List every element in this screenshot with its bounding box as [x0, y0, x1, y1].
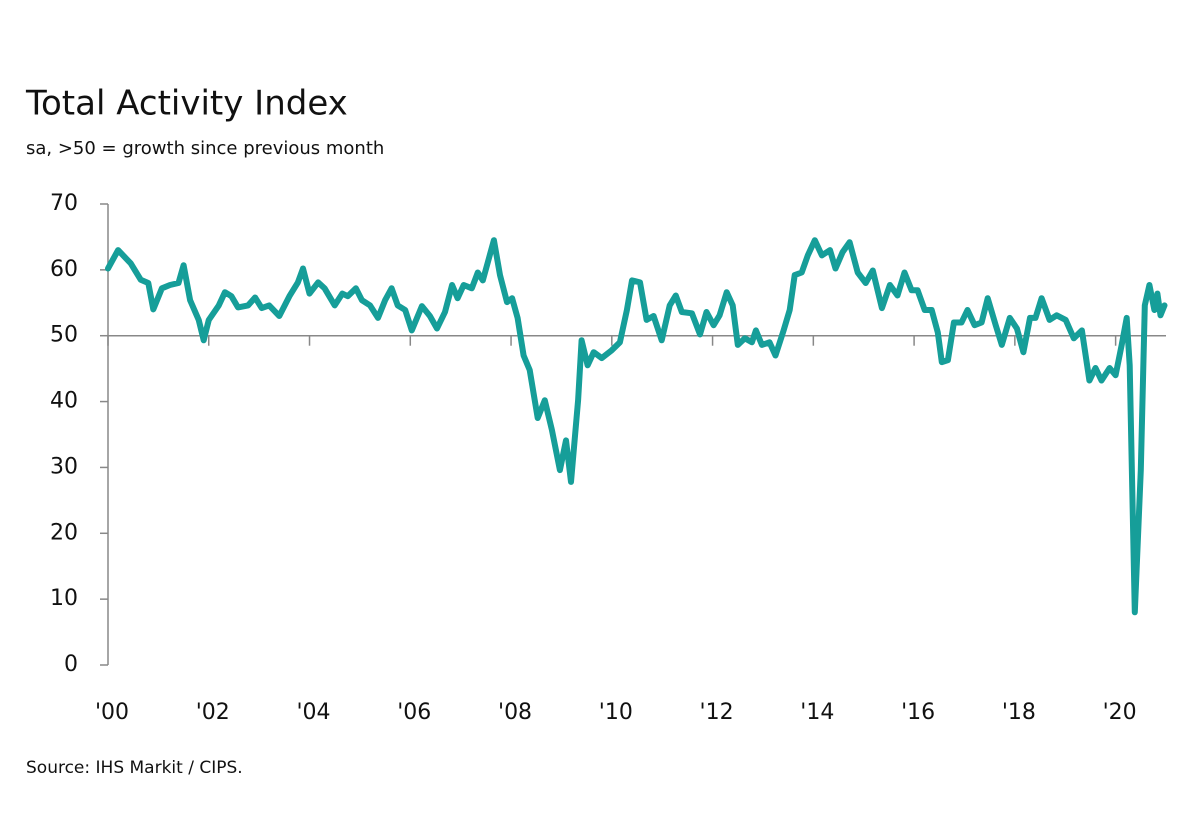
x-tick-label: '16	[901, 700, 935, 725]
source-note: Source: IHS Markit / CIPS.	[26, 758, 243, 778]
y-tick-label: 60	[50, 257, 78, 282]
x-tick-label: '12	[700, 700, 734, 725]
x-tick-label: '18	[1002, 700, 1036, 725]
chart-title: Total Activity Index	[25, 84, 348, 124]
x-tick-label: '08	[498, 700, 532, 725]
x-tick-label: '10	[599, 700, 633, 725]
y-tick-label: 40	[50, 389, 78, 414]
x-tick-label: '06	[397, 700, 431, 725]
y-tick-label: 30	[50, 454, 78, 479]
y-tick-label: 0	[64, 652, 78, 677]
x-tick-label: '00	[95, 700, 129, 725]
y-tick-label: 50	[50, 323, 78, 348]
x-tick-label: '20	[1103, 700, 1137, 725]
y-tick-label: 10	[50, 586, 78, 611]
x-tick-label: '02	[196, 700, 230, 725]
data-line	[105, 237, 1168, 616]
y-tick-label: 20	[50, 520, 78, 545]
x-tick-label: '04	[297, 700, 331, 725]
y-tick-label: 70	[50, 191, 78, 216]
x-tick-label: '14	[800, 700, 834, 725]
chart-subtitle: sa, >50 = growth since previous month	[26, 138, 384, 159]
